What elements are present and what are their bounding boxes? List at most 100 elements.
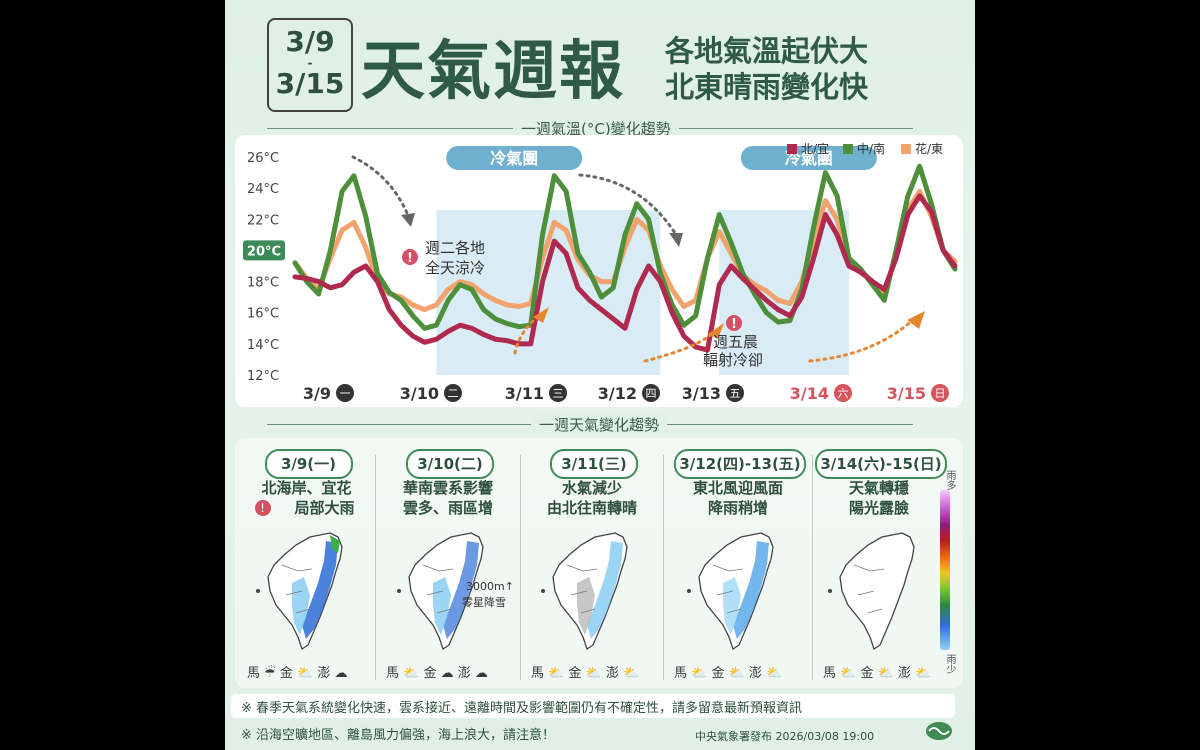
- y-tick-label: 16°C: [247, 307, 279, 322]
- weather-desc-line2: 雲多、雨區增: [402, 499, 493, 517]
- cwa-logo-icon: [926, 722, 952, 740]
- weekday-badge: [726, 384, 744, 402]
- date-separator: -: [307, 56, 313, 70]
- legend-swatch: [843, 144, 853, 154]
- weekday-label: 四: [646, 387, 657, 400]
- rain-area: [291, 577, 310, 635]
- date-pill: 3/9(一): [264, 449, 353, 479]
- weather-desc-line1: 水氣減少: [561, 479, 622, 497]
- legend-swatch: [901, 144, 911, 154]
- snow-note: 3000m↑: [466, 580, 514, 593]
- category-label: 3/11: [505, 384, 544, 403]
- weather-desc-line2: 陽光露臉: [848, 499, 909, 517]
- date-pill: 3/12(四)-13(五): [674, 449, 806, 479]
- rain-legend-bottom: 雨少: [944, 654, 955, 674]
- county-borders: [853, 564, 885, 614]
- outlying-islands-weather: 馬 ⛅ 金 ⛅ 澎 ⛅: [823, 666, 932, 681]
- alert-icon: [726, 315, 742, 331]
- callout-text: 週二各地: [425, 239, 485, 257]
- category-label: 3/10: [400, 384, 439, 403]
- series-line-1: [292, 173, 793, 331]
- taiwan-rain-map: [541, 532, 628, 651]
- cold-air-label: 冷氣團: [446, 146, 583, 170]
- county-borders: [281, 564, 312, 614]
- callout-text: 全天涼冷: [425, 259, 485, 277]
- weekday-badge: [642, 384, 660, 402]
- category-label: 3/12: [598, 384, 637, 403]
- column-divider: [520, 455, 521, 680]
- weekday-label: 六: [838, 387, 849, 400]
- cold-air-label-text: 冷氣團: [490, 149, 538, 168]
- weekday-label: 五: [730, 387, 741, 400]
- rain-legend-top: 雨多: [944, 470, 955, 490]
- y-tick-label: 24°C: [247, 182, 279, 197]
- date-pill: 3/14(六)-15(日): [815, 449, 947, 479]
- cold-arrow-2: [578, 173, 677, 235]
- y-tick-label: 18°C: [247, 276, 279, 291]
- snow-note: 零星降雪: [462, 596, 506, 609]
- taiwan-outline: [839, 532, 915, 651]
- cold-arrow-2-head: [669, 233, 683, 247]
- county-borders: [712, 564, 744, 614]
- y-tick-label: 14°C: [247, 338, 279, 353]
- y-tick-label: 26°C: [247, 151, 279, 166]
- rain-area: [443, 541, 479, 639]
- temp-section-title: 一週氣溫(°C)變化趨勢: [513, 118, 679, 139]
- category-label: 3/14: [790, 384, 829, 403]
- weekday-badge: [834, 384, 852, 402]
- rain-legend-bar: [940, 490, 950, 650]
- weekday-badge: [444, 384, 462, 402]
- outlying-islands-weather: 馬 ☔ 金 ⛅ 澎 ☁: [247, 666, 348, 681]
- weekday-label: 一: [340, 387, 351, 400]
- cold-air-band: [719, 209, 849, 375]
- outlying-islands-weather: 馬 ⛅ 金 ☁ 澎 ☁: [386, 666, 488, 681]
- legend-label: 北/宜: [801, 141, 829, 156]
- cold-arrow-1-head: [401, 213, 415, 227]
- temperature-chart-panel: 冷氣團 冷氣團 12°C 14°C 16°C 18°C 20°C 22°C 24°C 26°C! 週…: [235, 135, 963, 407]
- weather-desc-line1: 東北風迎風面: [692, 479, 783, 497]
- column-divider: [663, 455, 664, 680]
- weekday-badge: [336, 384, 354, 402]
- alert-icon-mark: !: [407, 251, 413, 266]
- category-label: 3/15: [887, 384, 926, 403]
- penghu-islands: [687, 589, 691, 593]
- taiwan-rain-map: [687, 532, 774, 651]
- warm-arrow-3: [808, 316, 917, 363]
- warm-arrow-3-head: [907, 311, 925, 329]
- penghu-islands: [828, 589, 832, 593]
- legend-label: 花/東: [915, 141, 943, 156]
- weekday-badge: [931, 384, 949, 402]
- subtitle-1: 各地氣溫起伏大: [665, 34, 869, 68]
- taiwan-rain-map: [255, 532, 343, 651]
- series-line-ext-1: [787, 163, 958, 323]
- cold-arrow-1: [351, 155, 409, 215]
- legend-label: 中/南: [857, 141, 885, 156]
- category-label: 3/9: [303, 384, 331, 403]
- y-tick-label: 12°C: [247, 369, 279, 384]
- rain-area: [723, 577, 741, 635]
- publisher-info: 中央氣象署發布 2026/03/08 19:00: [695, 730, 875, 743]
- weather-desc-line1: 北海岸、宜花: [261, 479, 352, 497]
- highlight-tick-box: [243, 240, 285, 261]
- county-borders: [566, 564, 598, 614]
- alert-icon-mark: !: [731, 317, 737, 332]
- alert-icon: [402, 249, 418, 265]
- taiwan-rain-map: [397, 532, 484, 651]
- warm-arrow-1-head: [533, 307, 549, 323]
- rain-area: [733, 541, 769, 639]
- legend-swatch: [787, 144, 797, 154]
- note-box: [231, 694, 955, 718]
- column-divider: [375, 455, 376, 680]
- y-tick-label: 22°C: [247, 213, 279, 228]
- weekly-weather-card: 3/9 - 3/15 天氣週報 各地氣溫起伏大 北東晴雨變化快 一週氣溫(°C)…: [225, 0, 975, 750]
- weather-desc-line2: 局部大雨: [294, 499, 355, 517]
- note-wind: ※ 沿海空曠地區、離島風力偏強，海上浪大，請注意！: [241, 728, 556, 743]
- callout-text: 週五晨: [713, 333, 758, 351]
- outlying-islands-weather: 馬 ⛅ 金 ⛅ 澎 ⛅: [674, 666, 783, 681]
- penghu-islands: [255, 589, 260, 593]
- penghu-islands: [397, 589, 401, 593]
- weather-desc-line1: 華南雲系影響: [402, 479, 493, 497]
- y-tick-label: 20°C: [247, 244, 281, 259]
- rain-area: [301, 541, 338, 639]
- series-line-0: [292, 238, 793, 353]
